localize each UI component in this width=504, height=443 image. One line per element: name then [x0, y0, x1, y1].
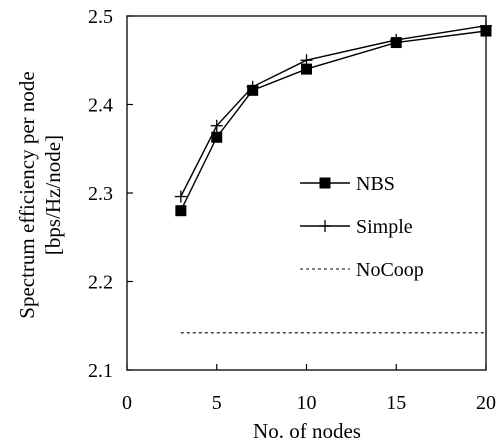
tick-labels: 2.1 2.2 2.3 2.4 2.5 0 5 10 15 20: [88, 6, 496, 414]
y-tick-label: 2.3: [88, 183, 113, 205]
x-tick-label: 15: [386, 392, 406, 414]
y-tick-label: 2.5: [88, 6, 113, 28]
x-tick-label: 20: [476, 392, 496, 414]
legend-marker-nbs: [319, 177, 331, 189]
legend-item-simple: Simple: [300, 216, 413, 238]
series-line-nbs: [180, 30, 487, 212]
y-axis-label-line-2: [bps/Hz/node]: [41, 135, 65, 255]
point-simple: [174, 190, 187, 203]
y-tick-label: 2.4: [88, 95, 113, 117]
point-nbs: [301, 63, 312, 75]
y-axis-label: Spectrum efficiency per node [bps/Hz/nod…: [15, 71, 65, 318]
legend-item-nocoop: NoCoop: [300, 259, 424, 281]
y-axis-label-line-1: Spectrum efficiency per node: [15, 71, 39, 318]
point-simple: [390, 33, 403, 46]
point-simple: [300, 54, 313, 67]
y-tick-label: 2.1: [88, 360, 113, 382]
legend: NBS Simple NoCoop: [300, 173, 424, 281]
y-tick-label: 2.2: [88, 272, 113, 294]
legend-item-nbs: NBS: [300, 173, 395, 195]
x-tick-label: 0: [122, 392, 132, 414]
series-line-simple: [180, 25, 487, 197]
point-simple: [210, 119, 223, 132]
x-tick-label: 5: [212, 392, 222, 414]
x-axis-label: No. of nodes: [253, 419, 361, 443]
legend-marker-simple: [319, 220, 331, 232]
point-nbs: [211, 131, 223, 143]
legend-label-simple: Simple: [356, 216, 413, 238]
legend-label-nbs: NBS: [356, 173, 395, 195]
x-tick-label: 10: [297, 392, 317, 414]
legend-label-nocoop: NoCoop: [356, 259, 424, 281]
ticks: [126, 15, 487, 371]
point-nbs: [175, 205, 187, 217]
series-layer: [174, 19, 492, 334]
series-simple: [174, 19, 492, 203]
point-simple: [480, 19, 492, 32]
point-simple: [246, 80, 259, 93]
